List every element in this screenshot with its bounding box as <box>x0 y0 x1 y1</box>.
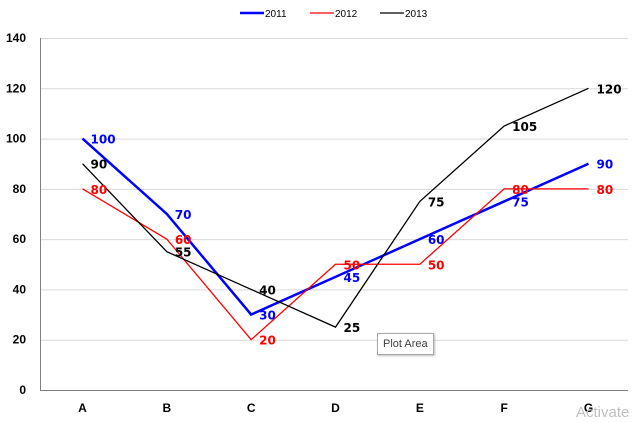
x-tick-label: A <box>78 401 87 415</box>
data-label: 80 <box>512 183 529 197</box>
series-line-2011 <box>81 137 590 317</box>
y-tick-label: 20 <box>13 333 27 347</box>
y-tick-label: 80 <box>13 182 27 196</box>
data-labels: 100 70 30 45 60 75 90 80 60 20 50 50 80 80 90 55 40 25 75 1… <box>91 82 622 347</box>
y-tick-label: 0 <box>19 383 26 397</box>
data-label: 25 <box>344 321 361 335</box>
data-label: 55 <box>175 246 192 260</box>
data-label: 100 <box>91 133 116 147</box>
plot-area-tooltip: Plot Area <box>377 333 434 355</box>
data-label: 75 <box>428 195 445 209</box>
x-tick-label: G <box>584 401 593 415</box>
data-label: 50 <box>428 258 445 272</box>
data-label: 60 <box>175 233 192 247</box>
y-tick-label: 40 <box>13 282 27 296</box>
series-lines <box>81 87 590 341</box>
legend-label: 2012 <box>335 9 358 20</box>
axes: 0 20 40 60 80 100 120 140 A B C D E F G <box>6 31 628 415</box>
x-tick-label: C <box>247 401 256 415</box>
y-tick-label: 120 <box>6 81 26 95</box>
data-label: 60 <box>428 233 445 247</box>
y-tick-label: 140 <box>6 31 26 45</box>
data-label: 45 <box>344 271 361 285</box>
series-line-2013 <box>82 87 589 328</box>
x-tick-label: E <box>416 401 424 415</box>
legend-label: 2013 <box>405 9 428 20</box>
data-label: 40 <box>259 283 276 297</box>
legend-label: 2011 <box>265 9 287 20</box>
data-label: 30 <box>259 309 276 323</box>
x-tick-label: D <box>331 401 340 415</box>
data-label: 90 <box>597 158 614 172</box>
data-label: 70 <box>175 208 192 222</box>
data-label: 20 <box>259 334 276 348</box>
y-tick-label: 100 <box>6 132 26 146</box>
data-label: 80 <box>597 183 614 197</box>
x-tick-label: F <box>500 401 507 415</box>
y-tick-label: 60 <box>13 232 27 246</box>
legend: 2011 2012 2013 <box>240 9 428 20</box>
series-line-2012 <box>82 188 589 341</box>
data-label: 80 <box>91 183 108 197</box>
activate-watermark: Activate <box>576 404 630 421</box>
x-tick-label: B <box>162 401 171 415</box>
data-label: 105 <box>512 120 537 134</box>
data-label: 50 <box>344 258 361 272</box>
data-label: 75 <box>512 195 529 209</box>
data-label: 120 <box>597 82 622 96</box>
data-label: 90 <box>91 158 108 172</box>
